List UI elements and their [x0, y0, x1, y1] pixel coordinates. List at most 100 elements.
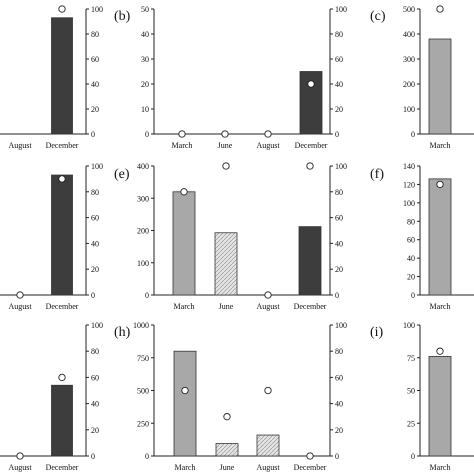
marker-march	[436, 5, 444, 13]
category-label-december: December	[295, 141, 328, 150]
right-tick-label: 80	[91, 30, 99, 39]
left-tick-label: 50	[141, 5, 149, 14]
right-tick-label: 100	[335, 5, 347, 14]
marker-august	[264, 291, 272, 299]
category-label-december: December	[46, 302, 79, 311]
marker-march	[180, 188, 188, 196]
category-label-august: August	[256, 302, 280, 311]
category-label-june: June	[220, 463, 235, 472]
left-tick-label: 200	[403, 80, 415, 89]
right-tick-label: 40	[91, 400, 99, 409]
right-tick-label: 0	[335, 130, 339, 139]
left-tick-label: 100	[403, 321, 415, 330]
left-tick-label: 0	[411, 291, 415, 300]
left-tick-label: 0	[145, 452, 149, 461]
panel-letter: (e)	[114, 167, 130, 182]
marker-december	[306, 452, 314, 460]
left-tick-label: 300	[137, 194, 149, 203]
marker-december	[306, 162, 314, 170]
left-tick-label: 0	[145, 130, 149, 139]
panel-letter: (b)	[114, 9, 131, 24]
left-tick-label: 300	[403, 55, 415, 64]
left-tick-label: 100	[403, 105, 415, 114]
category-label-august: August	[8, 141, 32, 150]
right-tick-label: 60	[335, 214, 343, 223]
right-tick-label: 100	[335, 162, 347, 171]
right-tick-label: 20	[91, 105, 99, 114]
left-tick-label: 75	[407, 354, 415, 363]
category-label-december: December	[46, 141, 79, 150]
left-tick-label: 100	[403, 199, 415, 208]
marker-march	[178, 130, 186, 138]
marker-march	[436, 347, 444, 355]
left-tick-label: 30	[141, 55, 149, 64]
right-tick-label: 40	[91, 80, 99, 89]
left-tick-label: 1000	[133, 321, 149, 330]
left-tick-label: 500	[403, 5, 415, 14]
panel-letter: (f)	[370, 167, 384, 182]
marker-june	[223, 413, 231, 421]
bar-december	[298, 226, 322, 296]
category-label-august: August	[8, 302, 32, 311]
right-tick-label: 60	[91, 214, 99, 223]
left-tick-label: 750	[137, 354, 149, 363]
bar-march	[172, 191, 196, 296]
marker-december	[307, 80, 315, 88]
marker-march	[181, 386, 189, 395]
bar-march	[428, 178, 452, 296]
left-tick-label: 20	[407, 273, 415, 282]
right-tick-label: 0	[335, 291, 339, 300]
panel-h: 0 250 500 750 1000 0 20 40 60 80 100 (h) March June Au…	[114, 321, 347, 472]
left-tick-label: 40	[141, 30, 149, 39]
right-tick-label: 20	[91, 265, 99, 274]
category-label-june: June	[218, 141, 233, 150]
category-label-august: August	[256, 141, 280, 150]
right-tick-label: 0	[335, 452, 339, 461]
left-tick-label: 400	[403, 30, 415, 39]
right-tick-label: 80	[91, 347, 99, 356]
right-tick-label: 20	[335, 426, 343, 435]
right-tick-label: 20	[335, 265, 343, 274]
marker-august	[16, 452, 24, 460]
left-tick-label: 0	[145, 291, 149, 300]
right-tick-label: 80	[335, 347, 343, 356]
bar-december	[51, 384, 73, 457]
left-tick-label: 50	[407, 387, 415, 396]
bar-december	[51, 17, 73, 135]
marker-august	[264, 130, 272, 138]
left-tick-label: 60	[407, 236, 415, 245]
bar-june	[214, 232, 238, 296]
right-tick-label: 20	[91, 426, 99, 435]
panel-f-fragment: 0 20 40 60 80 100 120 140 (f) March	[370, 162, 474, 311]
right-tick-label: 100	[91, 5, 103, 14]
category-label-december: December	[46, 463, 79, 472]
category-label-august: August	[8, 463, 32, 472]
right-tick-label: 60	[91, 55, 99, 64]
panel-letter: (h)	[114, 325, 131, 340]
right-tick-label: 100	[335, 321, 347, 330]
left-tick-label: 200	[137, 227, 149, 236]
left-tick-label: 20	[141, 80, 149, 89]
bar-march	[428, 38, 452, 135]
right-tick-label: 60	[335, 373, 343, 382]
category-label-march: March	[172, 141, 193, 150]
panel-d-fragment: 0 20 40 60 80 100 August December	[0, 162, 103, 311]
marker-march	[436, 180, 444, 189]
category-label-march: March	[174, 302, 195, 311]
category-label-march: March	[430, 302, 451, 311]
left-tick-label: 120	[403, 180, 415, 189]
right-tick-label: 100	[91, 162, 103, 171]
left-tick-label: 140	[403, 162, 415, 171]
bar-march	[428, 356, 452, 457]
right-tick-label: 80	[91, 188, 99, 197]
bar-march	[173, 350, 197, 457]
left-tick-label: 500	[137, 387, 149, 396]
category-label-december: December	[294, 302, 327, 311]
left-tick-label: 400	[137, 162, 149, 171]
right-tick-label: 100	[91, 321, 103, 330]
right-tick-label: 20	[335, 105, 343, 114]
bar-august	[256, 434, 280, 457]
category-label-march: March	[175, 463, 196, 472]
